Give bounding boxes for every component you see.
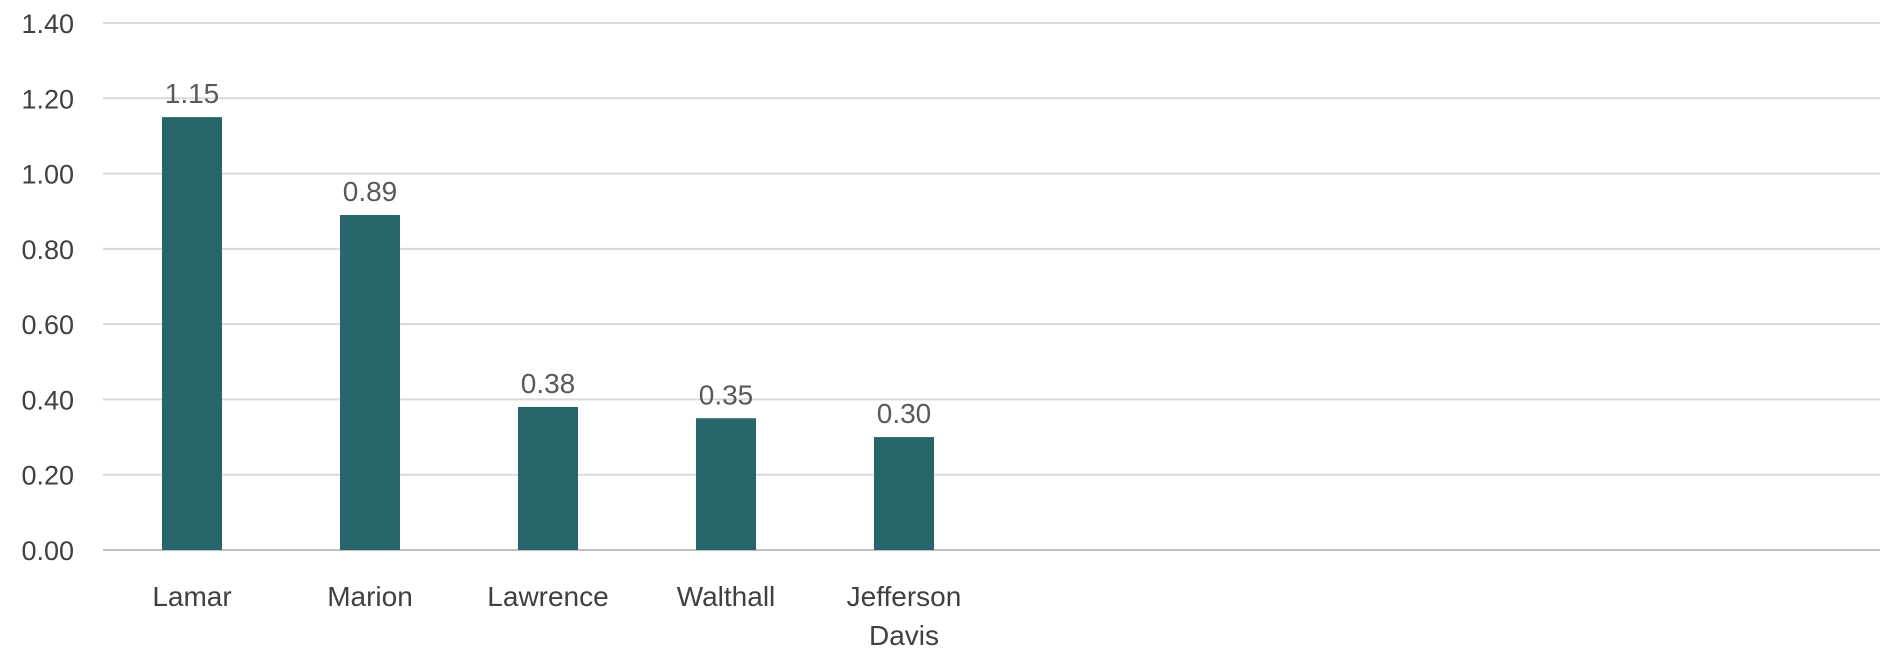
data-label: 0.89 xyxy=(343,176,398,207)
data-label: 0.30 xyxy=(877,398,932,429)
bar-marion xyxy=(340,214,400,550)
x-tick-label: Lamar xyxy=(152,581,231,612)
x-tick-label: Lawrence xyxy=(487,581,608,612)
y-tick-label: 1.00 xyxy=(21,160,74,190)
y-axis-tick-labels: 0.00 0.20 0.40 0.60 0.80 1.00 1.20 1.40 xyxy=(21,9,74,566)
data-labels: 1.15 0.89 0.38 0.35 0.30 xyxy=(165,78,932,429)
bar-lamar xyxy=(162,117,222,550)
y-tick-label: 0.00 xyxy=(21,536,74,566)
y-tick-label: 0.40 xyxy=(21,385,74,415)
bar-lawrence xyxy=(518,406,578,550)
bar-walthall xyxy=(696,418,756,550)
x-axis-tick-labels: Lamar Marion Lawrence Walthall Jefferson Davi… xyxy=(152,581,961,649)
y-tick-label: 1.20 xyxy=(21,84,74,114)
data-label: 1.15 xyxy=(165,78,220,109)
y-tick-label: 0.80 xyxy=(21,235,74,265)
data-label: 0.38 xyxy=(521,368,576,399)
x-tick-label: Davis xyxy=(869,620,939,649)
bar-jefferson-davis xyxy=(874,437,934,550)
data-label: 0.35 xyxy=(699,379,754,410)
y-tick-label: 0.20 xyxy=(21,461,74,491)
bars xyxy=(162,117,934,550)
y-tick-label: 0.60 xyxy=(21,310,74,340)
x-tick-label: Jefferson xyxy=(847,581,962,612)
x-tick-label: Marion xyxy=(327,581,413,612)
y-tick-label: 1.40 xyxy=(21,9,74,39)
x-tick-label: Walthall xyxy=(677,581,776,612)
